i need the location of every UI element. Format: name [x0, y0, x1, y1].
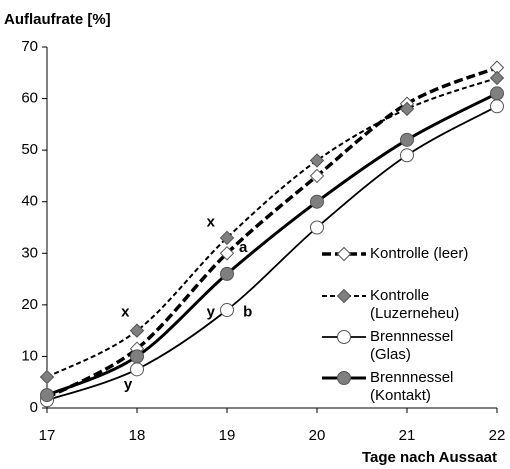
series-line: [46, 66, 498, 400]
x-tick-label: 20: [309, 427, 326, 444]
marker: [400, 132, 414, 147]
y-tick-label: 10: [21, 347, 38, 364]
annotation: y: [207, 304, 216, 321]
legend-label-line: (Luzerneheu): [370, 305, 459, 322]
annotation: y: [124, 376, 133, 393]
marker: [400, 148, 414, 163]
marker: [337, 371, 351, 385]
x-axis-title: Tage nach Aussaat: [362, 449, 497, 466]
series-line: [46, 76, 498, 378]
y-tick-label: 0: [30, 399, 38, 416]
marker: [220, 303, 234, 318]
annotation: a: [239, 239, 248, 256]
marker: [490, 99, 504, 114]
marker: [490, 86, 504, 101]
y-tick-label: 20: [21, 296, 38, 313]
legend-label-line: (Kontakt): [370, 387, 431, 404]
marker: [337, 330, 351, 344]
annotation: b: [243, 304, 252, 321]
y-tick-label: 70: [21, 38, 38, 55]
legend-label: Kontrolle (leer): [370, 245, 468, 262]
x-tick-label: 17: [39, 427, 56, 444]
marker: [310, 194, 324, 209]
annotation: x: [121, 304, 130, 321]
marker: [309, 153, 325, 168]
marker: [489, 70, 505, 86]
marker: [40, 388, 54, 403]
y-axis-title: Auflaufrate [%]: [4, 11, 111, 28]
legend-label-line: Brennnessel: [370, 328, 453, 345]
x-tick-label: 22: [489, 427, 506, 444]
marker: [129, 323, 145, 338]
marker: [130, 349, 144, 364]
marker: [39, 369, 55, 385]
marker: [336, 288, 352, 304]
x-tick-label: 19: [219, 427, 236, 444]
y-tick-label: 60: [21, 90, 38, 107]
legend-label-line: (Glas): [370, 346, 411, 363]
marker: [130, 362, 144, 377]
legend-label-line: Brennnessel: [370, 369, 453, 386]
legend-label-line: Kontrolle (leer): [370, 245, 468, 262]
marker: [336, 246, 352, 262]
marker: [310, 220, 324, 235]
marker: [219, 246, 235, 261]
legend-label: Kontrolle (Luzerneheu): [370, 287, 459, 322]
marker: [219, 230, 235, 246]
legend-label-line: Kontrolle: [370, 287, 429, 304]
annotation: x: [207, 213, 216, 230]
y-tick-label: 50: [21, 141, 38, 158]
legend-label: Brennnessel (Glas): [370, 328, 453, 363]
x-tick-label: 21: [399, 427, 416, 444]
marker: [220, 266, 234, 281]
x-tick-label: 18: [129, 427, 146, 444]
legend-label: Brennnessel (Kontakt): [370, 369, 453, 404]
marker: [399, 101, 415, 117]
y-tick-label: 40: [21, 193, 38, 210]
marker: [309, 168, 325, 184]
y-tick-label: 30: [21, 244, 38, 261]
